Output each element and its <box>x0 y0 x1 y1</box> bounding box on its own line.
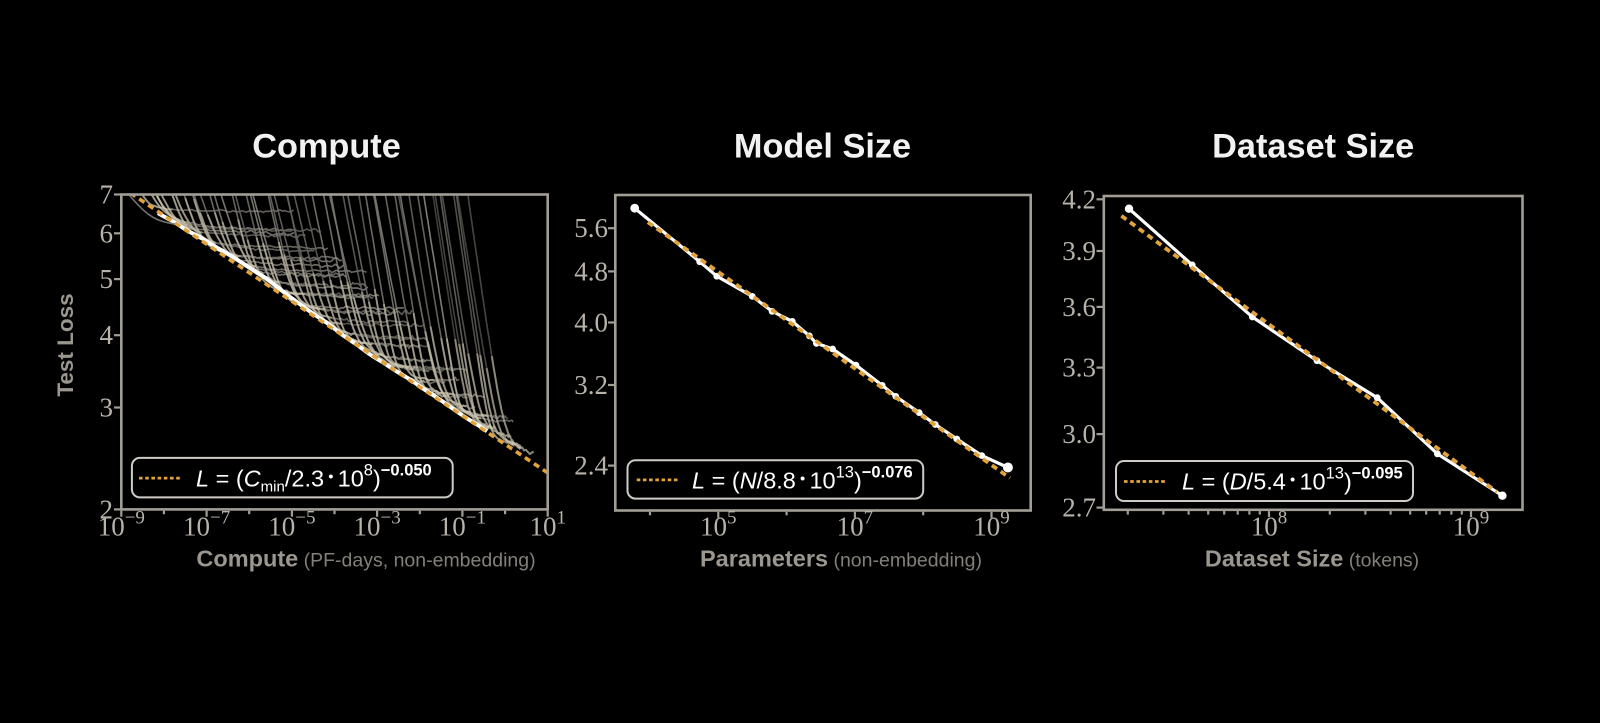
svg-text:4: 4 <box>100 320 114 350</box>
svg-text:3.2: 3.2 <box>574 370 608 400</box>
svg-text:Dataset Size (tokens): Dataset Size (tokens) <box>1205 546 1419 572</box>
svg-text:Model Size: Model Size <box>734 128 911 166</box>
svg-text:7: 7 <box>100 180 114 210</box>
svg-text:Dataset Size: Dataset Size <box>1212 128 1414 166</box>
svg-text:5: 5 <box>100 264 114 294</box>
svg-text:2.4: 2.4 <box>574 451 608 481</box>
svg-text:3.0: 3.0 <box>1062 419 1096 449</box>
svg-text:10−1: 10−1 <box>439 508 486 542</box>
svg-text:10−5: 10−5 <box>268 508 315 542</box>
svg-text:4.0: 4.0 <box>574 308 608 338</box>
svg-text:Test Loss: Test Loss <box>53 293 78 396</box>
svg-text:4.2: 4.2 <box>1062 184 1096 214</box>
svg-text:Compute: Compute <box>252 128 401 166</box>
svg-text:3.6: 3.6 <box>1062 292 1096 322</box>
svg-text:6: 6 <box>100 218 114 248</box>
svg-text:4.8: 4.8 <box>574 256 608 286</box>
svg-text:2: 2 <box>100 494 114 524</box>
svg-text:3.9: 3.9 <box>1062 236 1096 266</box>
svg-text:3.3: 3.3 <box>1062 353 1096 383</box>
svg-text:3: 3 <box>100 393 114 423</box>
svg-text:2.7: 2.7 <box>1062 493 1096 523</box>
svg-text:Parameters (non-embedding): Parameters (non-embedding) <box>700 546 982 572</box>
svg-text:Compute (PF-days, non-embeddin: Compute (PF-days, non-embedding) <box>196 546 535 572</box>
svg-text:5.6: 5.6 <box>574 213 608 243</box>
